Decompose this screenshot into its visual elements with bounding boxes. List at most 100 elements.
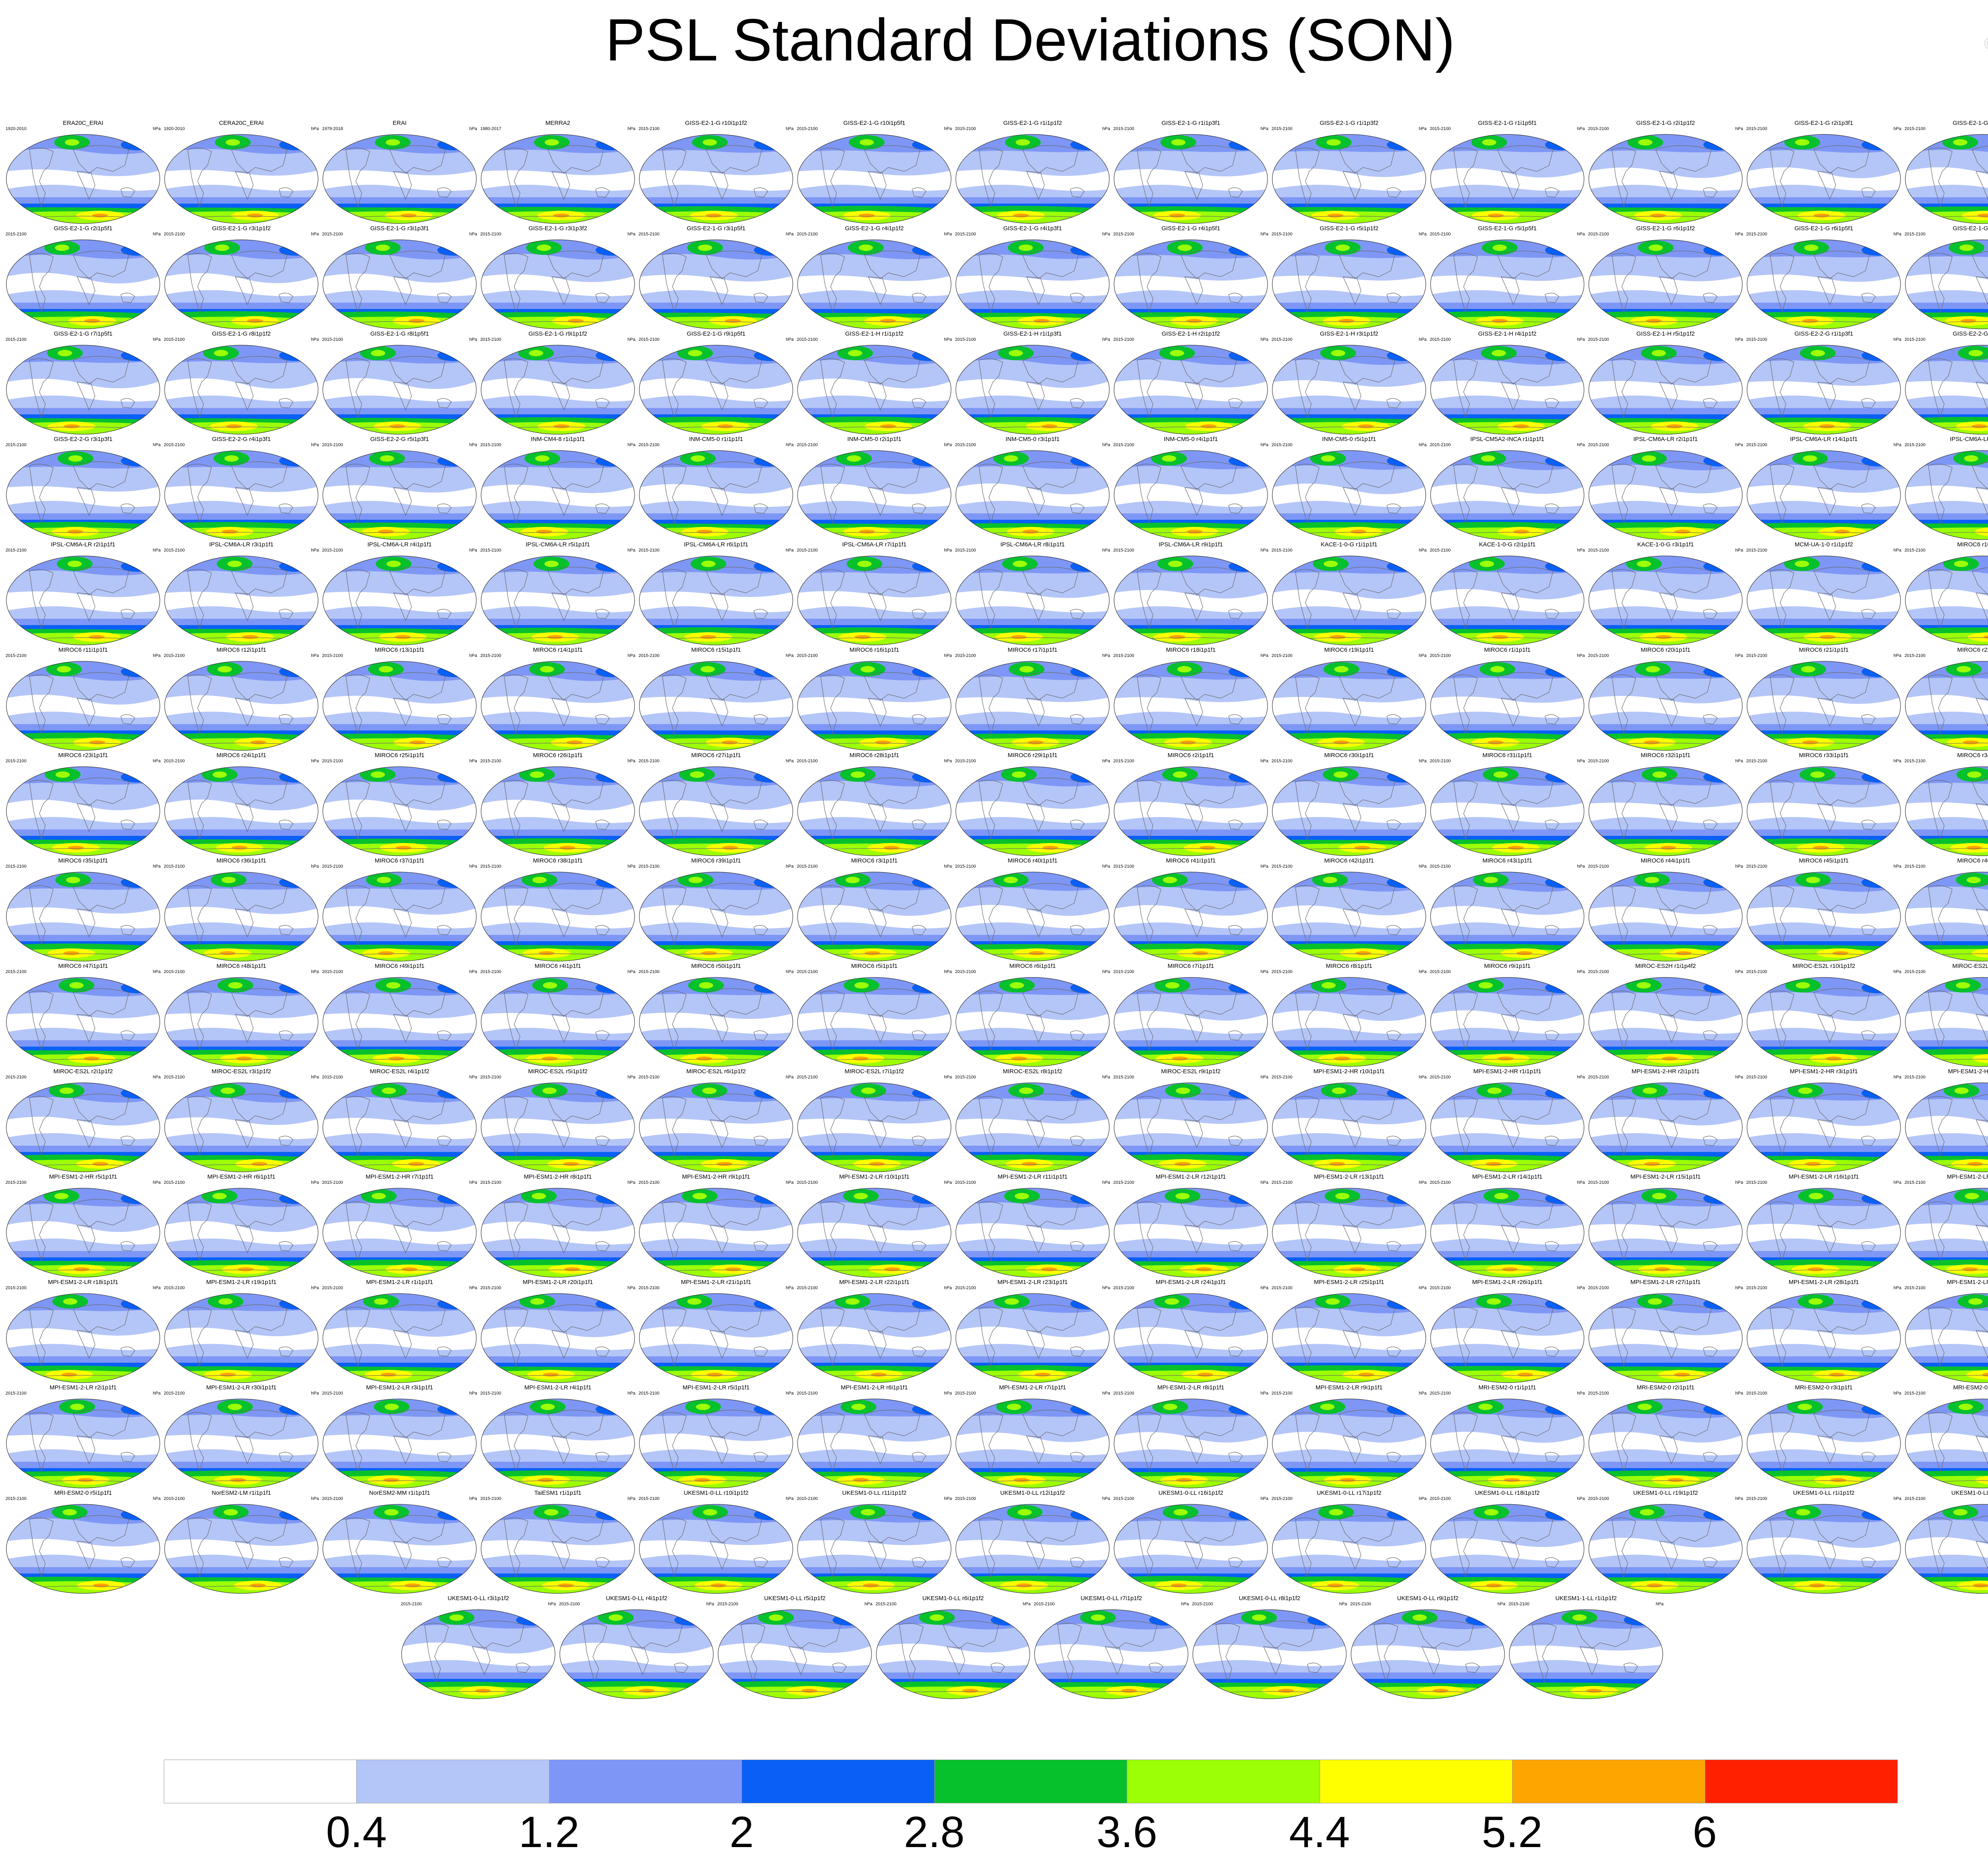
panel-years: 2015-2100 bbox=[322, 1180, 343, 1185]
panel-units: hPa bbox=[153, 443, 161, 447]
map bbox=[797, 450, 951, 540]
colorbar-box bbox=[549, 1760, 742, 1803]
map bbox=[1747, 1293, 1901, 1383]
panel-title: MIROC6 r3i1p1f1 bbox=[851, 857, 898, 864]
map bbox=[1430, 450, 1584, 540]
map-panel: GISS-E2-1-G r5i1p5f1 2015-2100 hPa bbox=[1430, 225, 1585, 330]
panel-units: hPa bbox=[1260, 864, 1268, 869]
panel-units: hPa bbox=[469, 1180, 477, 1185]
panel-years: 2015-2100 bbox=[955, 1286, 976, 1290]
map bbox=[1905, 1082, 1988, 1172]
panel-title: INM-CM4-8 r1i1p1f1 bbox=[531, 436, 585, 443]
panel-years: 2015-2100 bbox=[1272, 1496, 1293, 1501]
map bbox=[1114, 345, 1268, 435]
map-panel: GISS-E2-1-H r1i1p1f2 2015-2100 hPa bbox=[797, 330, 952, 435]
panel-units: hPa bbox=[1102, 653, 1110, 658]
panel-years: 2015-2100 bbox=[164, 1180, 185, 1185]
map-panel: INM-CM5-0 r3i1p1f1 2015-2100 hPa bbox=[955, 435, 1110, 540]
map bbox=[164, 239, 318, 329]
panel-units: hPa bbox=[786, 653, 794, 658]
panel-title: MIROC6 r32i1p1f1 bbox=[1640, 752, 1691, 759]
map bbox=[1351, 1609, 1505, 1699]
map bbox=[1272, 1504, 1426, 1594]
panel-title: MIROC6 r46i1p1f1 bbox=[1957, 857, 1988, 864]
panel-units: hPa bbox=[1656, 1602, 1664, 1606]
map bbox=[481, 977, 635, 1067]
map-panel: MPI-ESM1-2-LR r2i1p1f1 2015-2100 hPa bbox=[6, 1384, 161, 1489]
panel-units: hPa bbox=[1102, 548, 1110, 553]
map bbox=[6, 1188, 160, 1278]
panel-title: GISS-E2-2-G r5i1p3f1 bbox=[370, 436, 429, 443]
map-panel: MIROC6 r49i1p1f1 2015-2100 hPa bbox=[322, 962, 477, 1067]
map bbox=[481, 661, 635, 751]
panel-years: 2015-2100 bbox=[1272, 1075, 1293, 1080]
panel-title: NorESM2-MM r1i1p1f1 bbox=[369, 1490, 430, 1496]
panel-title: GISS-E2-1-G r4i1p1f2 bbox=[845, 225, 904, 232]
colorbar-box bbox=[934, 1760, 1128, 1803]
panel-years: 2015-2100 bbox=[6, 864, 27, 869]
map bbox=[1747, 1188, 1901, 1278]
map-panel: GISS-E2-1-G r3i1p1f2 2015-2100 hPa bbox=[164, 225, 319, 330]
panel-years: 2015-2100 bbox=[6, 1180, 27, 1185]
map bbox=[6, 239, 160, 329]
panel-units: hPa bbox=[1577, 126, 1585, 131]
panel-years: 2015-2100 bbox=[1430, 1180, 1451, 1185]
map-panel: MPI-ESM1-2-LR r21i1p1f1 2015-2100 hPa bbox=[639, 1278, 794, 1383]
panel-units: hPa bbox=[786, 126, 794, 131]
map bbox=[639, 766, 793, 856]
panel-title: MIROC-ES2L r8i1p1f2 bbox=[1003, 1068, 1062, 1075]
panel-years: 2015-2100 bbox=[1746, 126, 1767, 131]
map-panel: GISS-E2-1-H r1i1p3f1 2015-2100 hPa bbox=[955, 330, 1110, 435]
panel-years: 1920-2010 bbox=[6, 126, 27, 131]
panel-title: MIROC6 r33i1p1f1 bbox=[1799, 752, 1849, 759]
panel-years: 2015-2100 bbox=[480, 969, 501, 974]
map-panel: GISS-E2-1-G r9i1p5f1 2015-2100 hPa bbox=[639, 330, 794, 435]
panel-years: 2015-2100 bbox=[1430, 1496, 1451, 1501]
panel-years: 2015-2100 bbox=[1113, 337, 1134, 342]
panel-title: IPSL-CM6A-LR r6i1p1f1 bbox=[684, 541, 748, 548]
panel-years: 2015-2100 bbox=[1113, 1075, 1134, 1080]
map-panel: NorESM2-MM r1i1p1f1 2015-2100 hPa bbox=[322, 1489, 477, 1594]
map bbox=[797, 345, 951, 435]
map-panel: MPI-ESM1-2-LR r12i1p1f1 2015-2100 hPa bbox=[1113, 1173, 1268, 1278]
panel-years: 2015-2100 bbox=[1113, 759, 1134, 763]
panel-units: hPa bbox=[1577, 1286, 1585, 1290]
map bbox=[6, 345, 160, 435]
panel-title: INM-CM5-0 r1i1p1f1 bbox=[689, 436, 743, 443]
map bbox=[1272, 345, 1426, 435]
panel-units: hPa bbox=[1735, 864, 1743, 869]
map-panel: MIROC6 r16i1p1f1 2015-2100 hPa bbox=[797, 646, 952, 751]
map-panel: MPI-ESM1-2-LR r1i1p1f1 2015-2100 hPa bbox=[322, 1278, 477, 1383]
panel-units: hPa bbox=[1419, 1180, 1427, 1185]
panel-title: UKESM1-0-LL r19i1p1f2 bbox=[1633, 1490, 1698, 1496]
map bbox=[1114, 661, 1268, 751]
panel-title: MPI-ESM1-2-LR r1i1p1f1 bbox=[366, 1279, 433, 1286]
map-panel: MPI-ESM1-2-LR r9i1p1f1 2015-2100 hPa bbox=[1272, 1384, 1427, 1489]
panel-years: 2015-2100 bbox=[955, 443, 976, 447]
panel-title: MIROC6 r18i1p1f1 bbox=[1166, 647, 1216, 653]
map-panel: MPI-ESM1-2-LR r14i1p1f1 2015-2100 hPa bbox=[1430, 1173, 1585, 1278]
map-panel: MIROC6 r1i1p1f1 2015-2100 hPa bbox=[1430, 646, 1585, 751]
panel-units: hPa bbox=[944, 1180, 952, 1185]
panel-units: hPa bbox=[1735, 443, 1743, 447]
panel-title: MIROC-ES2L r4i1p1f2 bbox=[370, 1068, 429, 1075]
panel-units: hPa bbox=[1577, 864, 1585, 869]
panel-units: hPa bbox=[944, 232, 952, 237]
panel-years: 2015-2100 bbox=[322, 1496, 343, 1501]
map-panel: GISS-E2-1-H r3i1p1f2 2015-2100 hPa bbox=[1272, 330, 1427, 435]
panel-years: 2015-2100 bbox=[6, 1391, 27, 1396]
panel-years: 2015-2100 bbox=[1746, 759, 1767, 763]
map-panel: MPI-ESM1-2-LR r25i1p1f1 2015-2100 hPa bbox=[1272, 1278, 1427, 1383]
map bbox=[1509, 1609, 1663, 1699]
panel-years: 2015-2100 bbox=[955, 1075, 976, 1080]
panel-units: hPa bbox=[153, 864, 161, 869]
map bbox=[322, 345, 477, 435]
panel-units: hPa bbox=[1260, 1180, 1268, 1185]
panel-units: hPa bbox=[1735, 1286, 1743, 1290]
panel-units: hPa bbox=[627, 653, 635, 658]
panel-units: hPa bbox=[1419, 548, 1427, 553]
panel-units: hPa bbox=[1577, 548, 1585, 553]
panel-units: hPa bbox=[1419, 126, 1427, 131]
panel-units: hPa bbox=[944, 864, 952, 869]
panel-years: 2015-2100 bbox=[164, 864, 185, 869]
